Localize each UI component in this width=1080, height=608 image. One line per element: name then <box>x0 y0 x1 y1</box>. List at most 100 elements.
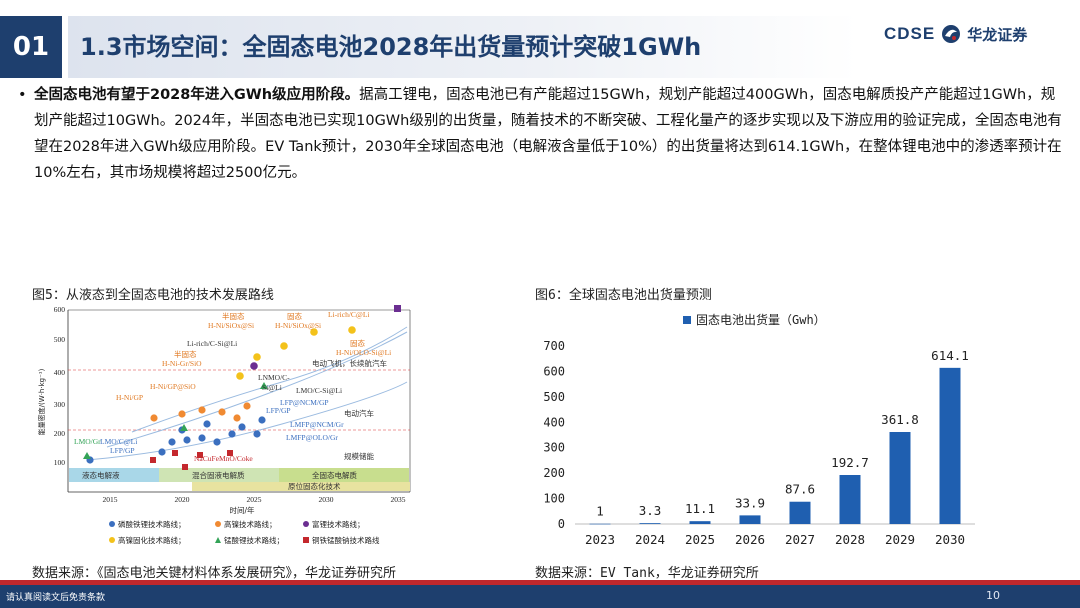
fig5-caption: 图5：从液态到全固态电池的技术发展路线 <box>32 288 274 303</box>
fig5-roadmap-chart: 100 200 300 400 500 600 能量密度/(W·h·kg⁻¹) … <box>37 305 411 545</box>
fig5-annotation: 规模储能 <box>344 451 374 461</box>
bar-value-label: 614.1 <box>931 348 969 363</box>
fig5-xtick: 2035 <box>391 495 406 504</box>
page-number: 10 <box>986 589 1000 602</box>
logo-text-cn: 华龙证券 <box>967 25 1028 44</box>
bar <box>839 474 861 524</box>
fig5-annotation: 半固态 <box>222 311 245 321</box>
fig5-annotation: LFP@NCM/GP <box>280 398 329 407</box>
fig5-annotation: LMFP@OLO/Gr <box>286 433 338 442</box>
fig5-annotation: LMFP@NCM/Gr <box>290 420 344 429</box>
body-lead: 全固态电池有望于2028年进入GWh级应用阶段。 <box>34 87 360 103</box>
body-paragraph: • 全固态电池有望于2028年进入GWh级应用阶段。据高工锂电，固态电池已有产能… <box>18 82 1068 186</box>
y-tick-label: 0 <box>558 517 565 531</box>
fig5-annotation: Li-rich/C-Si@Li <box>187 339 237 348</box>
y-tick-label: 100 <box>543 492 565 506</box>
x-tick-label: 2030 <box>935 532 965 547</box>
fig5-annotation: H-Ni/GP <box>116 393 143 402</box>
bar-value-label: 33.9 <box>735 495 765 510</box>
section-number: 01 <box>0 16 62 78</box>
x-tick-label: 2028 <box>835 532 865 547</box>
band-liquid <box>69 468 159 482</box>
fig5-legend-item: 锰酸锂技术路线； <box>224 535 284 545</box>
bar <box>739 515 761 524</box>
fig6-bar-chart: 固态电池出货量（Gwh） 1 3.3 11.1 33.9 87.6 192.7 361.8 6… <box>543 312 975 547</box>
fig5-annotation: LNMO/C- <box>258 373 290 382</box>
band-label: 混合固液电解质 <box>192 470 245 480</box>
fig5-annotation: LFP/GP <box>266 406 291 415</box>
fig5-annotation: LMO/C-Si@Li <box>296 386 342 395</box>
y-tick-label: 400 <box>543 415 565 429</box>
bar <box>639 523 661 524</box>
fig5-legend-item: 铜铁锰酸钠技术路线 <box>312 535 380 545</box>
fig5-annotation: LMO/Gr <box>74 437 101 446</box>
fig5-xtick: 2030 <box>319 495 334 504</box>
fig5-annotation: H-Ni/SiOx@Si <box>275 321 321 330</box>
band-hybrid <box>159 468 279 482</box>
legend-label: 固态电池出货量（Gwh） <box>696 312 826 327</box>
fig5-ytick: 600 <box>54 305 66 314</box>
fig5-annotation: H-Ni/GP@SiO <box>150 382 196 391</box>
fig5-ytick: 500 <box>54 335 66 344</box>
fig5-annotation: H-Ni/OLO-Si@Li <box>336 348 391 357</box>
fig5-annotation: 电动汽车 <box>344 408 374 418</box>
bar <box>789 501 811 524</box>
x-tick-label: 2024 <box>635 532 665 547</box>
x-tick-label: 2026 <box>735 532 765 547</box>
fig5-ytick: 200 <box>54 429 66 438</box>
fig5-xlabel: 时间/年 <box>229 505 255 515</box>
company-logo: CDSE 华龙证券 <box>884 22 1027 46</box>
bar-value-label: 1 <box>596 504 604 519</box>
page-title: 1.3市场空间：全固态电池2028年出货量预计突破1GWh <box>80 33 702 61</box>
y-tick-label: 300 <box>543 441 565 455</box>
footer-accent <box>0 580 1080 585</box>
title-bar <box>68 16 858 78</box>
fig5-ytick: 100 <box>54 458 66 467</box>
fig5-annotation: H-Ni/SiOx@Si <box>208 321 254 330</box>
fig5-annotation: 电动飞机，长续航汽车 <box>312 358 387 368</box>
dragon-logo-icon <box>942 25 961 43</box>
band-solid <box>279 468 409 482</box>
fig5-xtick: 2025 <box>247 495 262 504</box>
x-tick-label: 2025 <box>685 532 715 547</box>
fig5-legend-item: 富锂技术路线； <box>312 519 365 529</box>
band-insitu <box>192 482 410 491</box>
band-label: 原位固态化技术 <box>288 481 341 491</box>
bar <box>589 523 611 525</box>
fig6-source: 数据来源：EV Tank，华龙证券研究所 <box>535 566 759 581</box>
y-tick-label: 700 <box>543 339 565 353</box>
fig5-xtick: 2020 <box>175 495 190 504</box>
band-label: 液态电解液 <box>82 470 120 480</box>
fig5-ytick: 400 <box>54 368 66 377</box>
fig5-annotation: LMO/C@Li <box>100 437 137 446</box>
bar <box>689 521 711 524</box>
fig5-ylabel: 能量密度/(W·h·kg⁻¹) <box>37 368 46 435</box>
band-label: 全固态电解质 <box>312 470 357 480</box>
bullet-icon: • <box>18 87 27 103</box>
fig5-legend-item: 高镍技术路线； <box>224 519 277 529</box>
fig5-annotation: 半固态 <box>174 349 197 359</box>
x-tick-label: 2029 <box>885 532 915 547</box>
bar <box>889 431 911 524</box>
footer: 请认真阅读文后免责条款 10 <box>0 585 1080 608</box>
bar <box>939 367 961 524</box>
bar-value-label: 11.1 <box>685 501 715 516</box>
y-tick-label: 600 <box>543 364 565 378</box>
bar-value-label: 192.7 <box>831 455 869 470</box>
fig5-legend-item: 磷酸铁锂技术路线； <box>118 519 186 529</box>
bar-value-label: 361.8 <box>881 412 919 427</box>
bar-value-label: 87.6 <box>785 482 815 497</box>
disclaimer-note: 请认真阅读文后免责条款 <box>6 593 106 603</box>
fig5-annotation: H-Ni-Gr/SiO <box>162 359 202 368</box>
fig6-caption: 图6：全球固态电池出货量预测 <box>535 288 712 303</box>
fig5-annotation: LFP/GP <box>110 446 135 455</box>
slide-header: 01 1.3市场空间：全固态电池2028年出货量预计突破1GWh <box>0 16 1080 78</box>
fig5-annotation: 固态 <box>287 311 302 321</box>
fig5-legend-item: 高镍固化技术路线； <box>118 535 186 545</box>
fig5-annotation: Li-rich/C@Li <box>328 310 369 319</box>
fig5-ytick: 300 <box>54 400 66 409</box>
x-tick-label: 2023 <box>585 532 615 547</box>
x-tick-label: 2027 <box>785 532 815 547</box>
fig5-source: 数据来源：《固态电池关键材料体系发展研究》，华龙证券研究所 <box>32 566 397 581</box>
fig5-annotation: 固态 <box>350 338 365 348</box>
